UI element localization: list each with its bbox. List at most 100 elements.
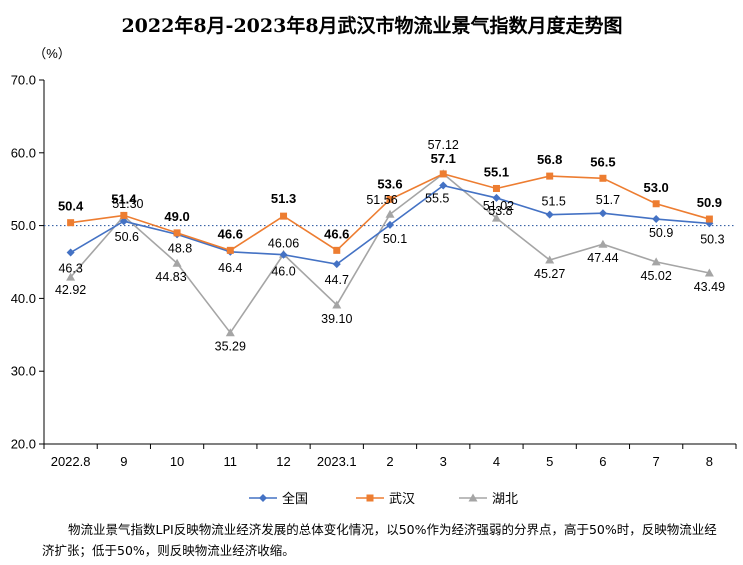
data-point bbox=[279, 250, 288, 259]
data-point bbox=[332, 300, 342, 309]
data-label: 50.4 bbox=[58, 199, 84, 214]
data-label: 53.0 bbox=[643, 180, 668, 195]
data-point bbox=[66, 272, 76, 281]
data-point bbox=[66, 248, 75, 257]
data-label: 57.1 bbox=[431, 151, 456, 166]
data-label: 50.9 bbox=[649, 226, 673, 240]
data-label: 50.1 bbox=[383, 232, 407, 246]
data-label: 45.27 bbox=[534, 267, 565, 281]
legend-label: 湖北 bbox=[492, 492, 518, 507]
data-point bbox=[492, 184, 500, 192]
x-tick-label: 9 bbox=[120, 454, 127, 469]
legend-label: 武汉 bbox=[389, 492, 415, 507]
y-tick-label: 40.0 bbox=[11, 291, 36, 306]
x-tick-label: 3 bbox=[440, 454, 447, 469]
data-point bbox=[705, 215, 713, 223]
data-label: 56.5 bbox=[590, 154, 615, 169]
data-point bbox=[545, 210, 554, 219]
data-label: 51.3 bbox=[271, 191, 296, 206]
data-point bbox=[651, 257, 661, 266]
data-point bbox=[439, 170, 447, 178]
data-point bbox=[120, 211, 128, 219]
data-point bbox=[704, 268, 714, 277]
x-tick-label: 8 bbox=[706, 454, 713, 469]
data-label: 55.5 bbox=[425, 192, 449, 206]
data-point bbox=[386, 220, 394, 229]
data-point bbox=[545, 255, 555, 264]
data-label: 43.49 bbox=[694, 280, 725, 294]
data-point bbox=[385, 209, 395, 218]
data-point bbox=[652, 215, 661, 224]
data-point bbox=[225, 328, 235, 337]
data-label: 51.4 bbox=[111, 191, 137, 206]
y-axis-unit-label: （%） bbox=[33, 46, 71, 61]
data-point bbox=[439, 181, 448, 190]
x-tick-label: 2022.8 bbox=[51, 454, 91, 469]
data-point bbox=[333, 246, 341, 254]
legend-marker bbox=[468, 493, 478, 502]
data-point bbox=[598, 239, 608, 248]
data-point bbox=[599, 174, 607, 182]
x-tick-label: 10 bbox=[170, 454, 184, 469]
data-label: 50.9 bbox=[697, 195, 722, 210]
data-point bbox=[226, 246, 234, 254]
data-label: 50.3 bbox=[700, 232, 724, 246]
data-point bbox=[172, 258, 182, 267]
data-label: 55.1 bbox=[484, 164, 509, 179]
data-label: 46.06 bbox=[268, 236, 299, 250]
series-layer bbox=[66, 169, 714, 337]
legend-label: 全国 bbox=[282, 491, 308, 507]
data-label: 39.10 bbox=[321, 312, 352, 326]
data-point bbox=[386, 195, 394, 203]
y-tick-label: 30.0 bbox=[11, 364, 36, 379]
x-tick-label: 6 bbox=[599, 454, 606, 469]
data-label: 51.7 bbox=[596, 193, 620, 207]
data-point bbox=[652, 200, 660, 208]
data-label: 46.3 bbox=[58, 262, 82, 276]
data-label: 42.92 bbox=[55, 283, 86, 297]
data-label: 45.02 bbox=[641, 269, 672, 283]
x-tick-label: 11 bbox=[224, 454, 238, 469]
data-label: 46.4 bbox=[218, 261, 242, 275]
data-point bbox=[119, 217, 128, 226]
data-label: 46.6 bbox=[324, 226, 349, 241]
data-label: 57.12 bbox=[428, 138, 459, 152]
x-tick-label: 4 bbox=[493, 454, 500, 469]
x-tick-label: 2023.1 bbox=[317, 454, 357, 469]
y-tick-label: 60.0 bbox=[11, 145, 36, 160]
data-label: 53.8 bbox=[488, 204, 512, 218]
data-point bbox=[492, 193, 501, 202]
data-labels-layer: 46.3 50.6 48.8 46.4 46.0 44.7 50.1 55.5 53.8 51.5… bbox=[55, 138, 725, 354]
data-label: 46.0 bbox=[271, 265, 295, 279]
axes: 20.0 30.0 40.0 50.0 60.0 70.0 2022.8 9 10 11 12 202… bbox=[11, 73, 737, 469]
chart-title: 2022年8月-2023年8月武汉市物流业景气指数月度走势图 bbox=[121, 14, 622, 37]
legend: 全国 武汉 湖北 bbox=[249, 491, 518, 507]
data-label: 51.56 bbox=[366, 193, 397, 207]
data-label: 49.0 bbox=[164, 209, 189, 224]
data-point bbox=[598, 209, 607, 218]
data-label: 46.6 bbox=[218, 226, 243, 241]
series-武汉 bbox=[67, 170, 713, 254]
data-point bbox=[546, 172, 554, 180]
data-label: 51.5 bbox=[542, 195, 566, 209]
x-tick-label: 12 bbox=[276, 454, 290, 469]
data-label: 50.6 bbox=[115, 230, 139, 244]
y-tick-label: 50.0 bbox=[11, 218, 36, 233]
data-label: 44.7 bbox=[325, 273, 349, 287]
data-point bbox=[332, 260, 341, 269]
y-tick-label: 70.0 bbox=[11, 73, 36, 88]
data-point bbox=[67, 219, 75, 227]
data-point bbox=[173, 229, 181, 237]
legend-marker bbox=[259, 494, 267, 502]
x-tick-label: 7 bbox=[653, 454, 660, 469]
data-label: 48.8 bbox=[168, 241, 192, 255]
data-label: 53.6 bbox=[377, 176, 402, 191]
data-point bbox=[491, 213, 501, 222]
data-label: 51.02 bbox=[483, 199, 514, 213]
data-point bbox=[280, 212, 288, 220]
data-label: 35.29 bbox=[215, 340, 246, 354]
data-label: 51.30 bbox=[112, 197, 143, 211]
x-tick-label: 5 bbox=[546, 454, 553, 469]
data-label: 56.8 bbox=[537, 152, 562, 167]
